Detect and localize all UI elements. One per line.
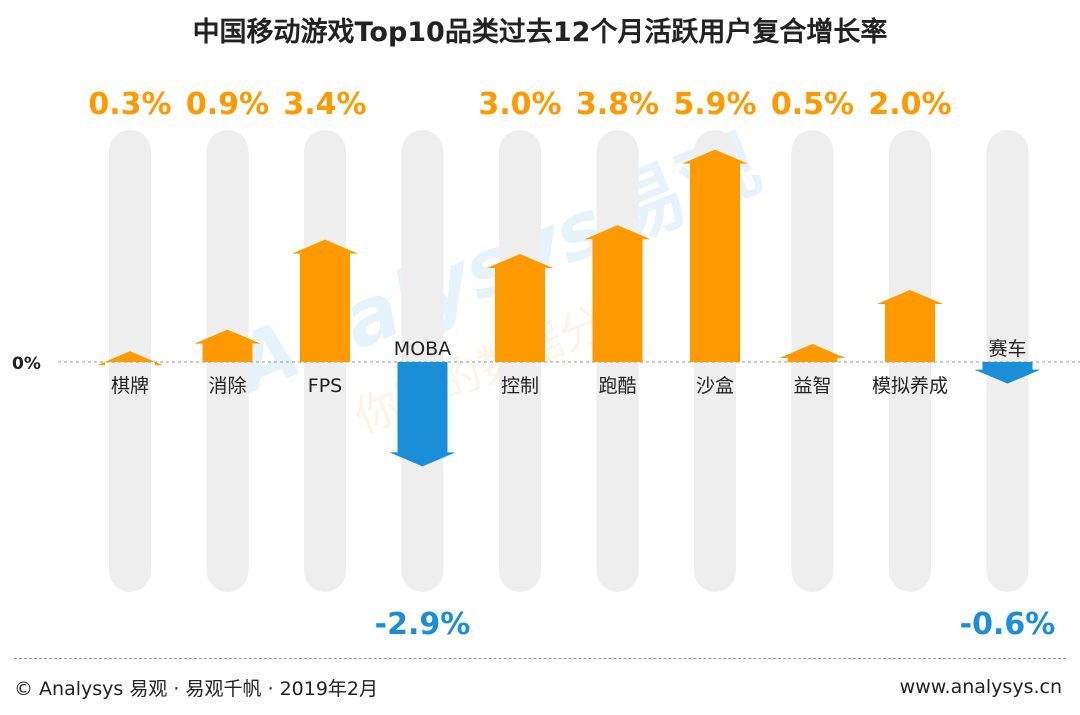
category-label: 消除 [208, 375, 246, 397]
site-url[interactable]: www.analysys.cn [899, 676, 1062, 698]
category-label: 赛车 [988, 338, 1026, 360]
category-label: MOBA [394, 338, 451, 360]
arrow-bar-6 [584, 225, 651, 362]
value-label: 3.8% [576, 87, 659, 122]
arrow-bar-3 [292, 239, 358, 362]
value-label: 0.9% [186, 87, 269, 122]
value-label: -2.9% [375, 607, 471, 642]
arrow-bar-8 [779, 344, 846, 362]
arrow-bar-10 [974, 362, 1041, 384]
value-label: 0.5% [771, 87, 854, 122]
arrow-bar-5 [487, 254, 553, 362]
arrow-bar-1 [97, 351, 163, 366]
category-label: 益智 [793, 375, 831, 397]
category-label: 跑酷 [598, 375, 636, 397]
category-label: 棋牌 [111, 375, 149, 397]
source-note: © Analysys 易观 · 易观千帆 · 2019年2月 [14, 678, 379, 700]
category-label: 控制 [501, 375, 539, 397]
value-label: 2.0% [868, 87, 951, 122]
chart-title: 中国移动游戏Top10品类过去12个月活跃用户复合增长率 [192, 17, 888, 48]
arrow-bar-9 [877, 290, 943, 362]
footer-divider [14, 658, 1066, 659]
category-label: 沙盒 [696, 375, 734, 397]
value-label: 3.0% [478, 87, 561, 122]
growth-chart: 0% 棋牌 0.3% 消除 0.9% FPS 3.4% MOBA -2.9% 控制 3.0% 跑酷 3.… [12, 87, 1080, 642]
category-label: 模拟养成 [872, 375, 948, 397]
value-label: 0.3% [88, 87, 171, 122]
track-bar [401, 130, 444, 592]
zero-axis-label: 0% [12, 354, 41, 374]
arrow-bar-2 [194, 329, 261, 362]
track-bar [986, 130, 1029, 592]
value-label: 5.9% [673, 87, 756, 122]
value-label: 3.4% [283, 87, 366, 122]
arrow-bar-4 [389, 362, 456, 467]
category-label: FPS [308, 375, 342, 397]
value-label: -0.6% [960, 607, 1056, 642]
arrow-bar-7 [682, 149, 748, 362]
